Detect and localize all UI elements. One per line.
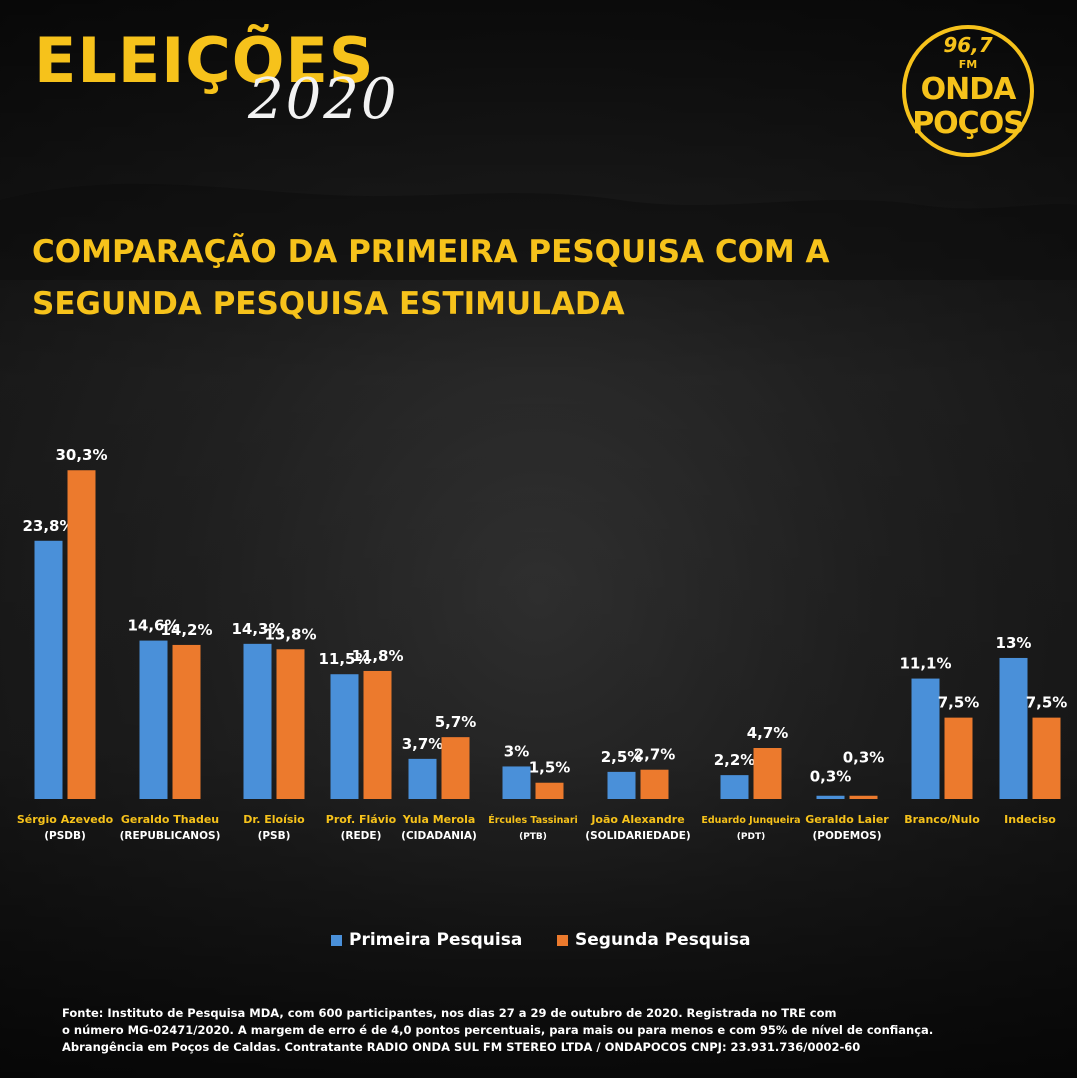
bar-primeira-10: [999, 657, 1028, 799]
data-label-primeira-3: 11,5%: [318, 650, 370, 668]
category-label-5: Ércules Tassinari: [488, 814, 578, 826]
data-label-primeira-2: 14,3%: [231, 620, 283, 638]
data-label-segunda-10: 7,5%: [1026, 694, 1068, 712]
data-label-primeira-9: 11,1%: [899, 655, 951, 673]
logo-band: FM: [958, 58, 978, 71]
chart-legend: Primeira Pesquisa Segunda Pesquisa: [0, 928, 1077, 954]
data-label-primeira-8: 0,3%: [810, 768, 852, 786]
category-party-2: (PSB): [258, 830, 291, 842]
category-label-4: Yula Merola: [402, 813, 476, 826]
category-label-1: Geraldo Thadeu: [121, 813, 219, 826]
footnote-line3: Abrangência em Poços de Caldas. Contrata…: [62, 1040, 861, 1054]
data-label-segunda-0: 30,3%: [55, 446, 107, 464]
bar-primeira-1: [139, 640, 168, 799]
legend-label-primeira: Primeira Pesquisa: [349, 930, 523, 950]
bar-segunda-5: [535, 782, 564, 799]
logo-frequency: 96,7: [943, 33, 993, 57]
page-title: ELEIÇÕES: [34, 24, 375, 97]
footnote-line2: o número MG-02471/2020. A margem de erro…: [62, 1023, 934, 1037]
category-label-7: Eduardo Junqueira: [701, 815, 800, 826]
data-label-primeira-5: 3%: [504, 742, 529, 760]
category-party-7: (PDT): [737, 832, 765, 842]
bar-primeira-7: [720, 775, 749, 799]
chart-subtitle: COMPARAÇÃO DA PRIMEIRA PESQUISA COM A SE…: [32, 226, 1032, 330]
logo-name-line2: POÇOS: [912, 106, 1025, 141]
background-hills: [0, 183, 1077, 280]
radio-logo: 96,7 FM ONDA POÇOS: [902, 25, 1034, 157]
data-label-segunda-3: 11,8%: [351, 647, 403, 665]
category-party-6: (SOLIDARIEDADE): [585, 830, 690, 842]
category-party-0: (PSDB): [44, 830, 86, 842]
chart-subtitle-line2: SEGUNDA PESQUISA ESTIMULADA: [32, 286, 625, 322]
data-label-segunda-4: 5,7%: [435, 713, 477, 731]
data-label-primeira-10: 13%: [996, 634, 1032, 652]
data-label-segunda-2: 13,8%: [264, 625, 316, 643]
bar-primeira-8: [816, 795, 845, 799]
data-label-segunda-6: 2,7%: [634, 746, 676, 764]
bar-primeira-3: [330, 674, 359, 799]
category-label-0: Sérgio Azevedo: [17, 813, 114, 826]
data-label-segunda-5: 1,5%: [529, 759, 571, 777]
bar-primeira-0: [34, 540, 63, 799]
source-footnote: Fonte: Instituto de Pesquisa MDA, com 60…: [62, 1005, 1022, 1056]
category-label-3: Prof. Flávio: [326, 813, 397, 826]
logo-name-line1: ONDA: [920, 72, 1017, 107]
bar-segunda-8: [849, 795, 878, 799]
data-label-primeira-0: 23,8%: [22, 517, 74, 535]
data-label-segunda-1: 14,2%: [160, 621, 212, 639]
bar-primeira-5: [502, 766, 531, 799]
bar-segunda-1: [172, 644, 201, 799]
data-label-segunda-7: 4,7%: [747, 724, 789, 742]
category-party-3: (REDE): [341, 830, 382, 842]
data-label-primeira-1: 14,6%: [127, 617, 179, 635]
bar-segunda-6: [640, 769, 669, 799]
legend-swatch-segunda: [557, 935, 568, 946]
bar-segunda-0: [67, 470, 96, 799]
category-party-8: (PODEMOS): [812, 830, 881, 842]
chart-subtitle-line1: COMPARAÇÃO DA PRIMEIRA PESQUISA COM A: [32, 234, 830, 270]
category-party-1: (REPUBLICANOS): [120, 830, 221, 842]
category-label-9: Branco/Nulo: [904, 813, 980, 826]
page-title-year: 2020: [248, 67, 399, 132]
category-party-5: (PTB): [519, 832, 547, 842]
bar-primeira-4: [408, 758, 437, 799]
category-party-4: (CIDADANIA): [401, 830, 477, 842]
data-label-segunda-8: 0,3%: [843, 749, 885, 767]
category-label-8: Geraldo Laier: [805, 813, 889, 826]
bar-segunda-4: [441, 737, 470, 799]
bar-segunda-9: [944, 717, 973, 799]
bar-primeira-6: [607, 771, 636, 799]
category-label-6: João Alexandre: [590, 813, 684, 826]
footnote-line1: Fonte: Instituto de Pesquisa MDA, com 60…: [62, 1006, 837, 1020]
bar-primeira-9: [911, 678, 940, 799]
category-label-2: Dr. Eloísio: [243, 813, 305, 826]
bar-segunda-10: [1032, 717, 1061, 799]
bar-segunda-3: [363, 670, 392, 799]
data-label-segunda-9: 7,5%: [938, 694, 980, 712]
data-label-primeira-6: 2,5%: [601, 748, 643, 766]
category-label-10: Indeciso: [1004, 813, 1056, 826]
bar-segunda-2: [276, 649, 305, 799]
legend-label-segunda: Segunda Pesquisa: [575, 930, 751, 950]
legend-swatch-primeira: [331, 935, 342, 946]
data-label-primeira-7: 2,2%: [714, 751, 756, 769]
data-label-primeira-4: 3,7%: [402, 735, 444, 753]
bar-primeira-2: [243, 643, 272, 799]
bar-segunda-7: [753, 748, 782, 799]
